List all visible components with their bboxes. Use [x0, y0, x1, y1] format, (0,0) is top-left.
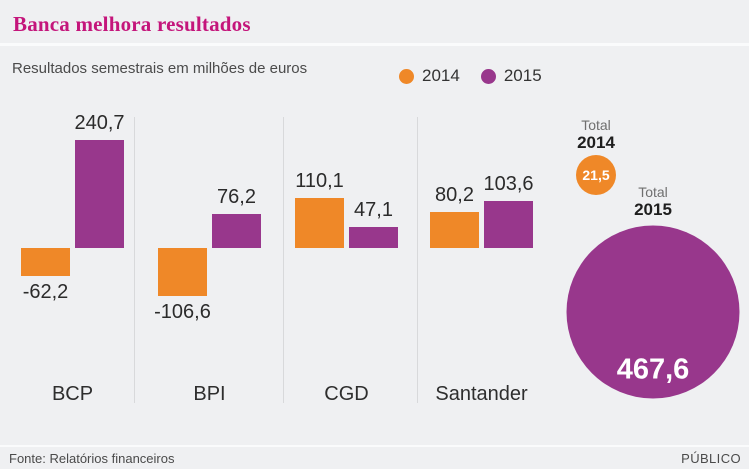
bar-cgd-2015 [349, 226, 398, 248]
bar-cgd-2014 [295, 198, 344, 248]
group-separator-3 [417, 117, 418, 403]
total-circle-2014: 21,5 [576, 155, 616, 195]
bar-value-cgd-2014: 110,1 [295, 170, 344, 193]
publication-brand: PÚBLICO [681, 451, 741, 466]
footer-divider [0, 445, 749, 447]
bar-bpi-2015 [212, 213, 261, 248]
bar-value-bpi-2015: 76,2 [217, 185, 256, 208]
total-year-2015: 2015 [634, 200, 672, 219]
category-label-santander: Santander [435, 383, 528, 405]
group-separator-1 [134, 117, 135, 403]
chart-subtitle: Resultados semestrais em milhões de euro… [12, 60, 308, 77]
bar-bcp-2015 [75, 139, 124, 248]
bar-santander-2015 [484, 201, 533, 248]
total-circle-2015: 467,6 [566, 225, 740, 399]
category-label-bpi: BPI [193, 383, 226, 405]
source-note: Fonte: Relatórios financeiros [9, 451, 175, 466]
category-label-bcp: BCP [51, 383, 94, 405]
total-year-2014: 2014 [577, 133, 615, 152]
bar-bcp-2014 [21, 248, 70, 276]
total-value-2015: 467,6 [616, 353, 690, 386]
bar-bpi-2014 [158, 248, 207, 296]
bar-value-santander-2014: 80,2 [435, 183, 474, 206]
bar-value-cgd-2015: 47,1 [354, 198, 393, 221]
legend-label-2014: 2014 [422, 66, 460, 85]
page-title: Banca melhora resultados [13, 12, 251, 36]
group-separator-2 [283, 117, 284, 403]
legend-item-2014: 2014 [399, 66, 460, 86]
bar-value-bcp-2015: 240,7 [74, 111, 125, 134]
total-label-2015: Total 2015 [634, 185, 672, 218]
total-value-2014: 21,5 [582, 167, 610, 183]
legend-label-2015: 2015 [503, 66, 542, 85]
bar-value-santander-2015: 103,6 [483, 173, 534, 196]
category-label-cgd: CGD [324, 383, 369, 405]
bar-santander-2014 [430, 211, 479, 248]
bar-value-bpi-2014: -106,6 [154, 300, 211, 323]
total-label-2014: Total 2014 [577, 118, 615, 151]
title-divider [0, 43, 749, 46]
total-title-2015: Total [638, 184, 668, 200]
legend-dot-2015-icon [480, 68, 496, 84]
legend-item-2015: 2015 [480, 66, 542, 86]
legend-dot-2014-icon [399, 68, 414, 84]
bar-value-bcp-2014: -62,2 [22, 280, 69, 303]
chart-legend: 2014 2015 [399, 66, 542, 86]
total-title-2014: Total [581, 117, 611, 133]
